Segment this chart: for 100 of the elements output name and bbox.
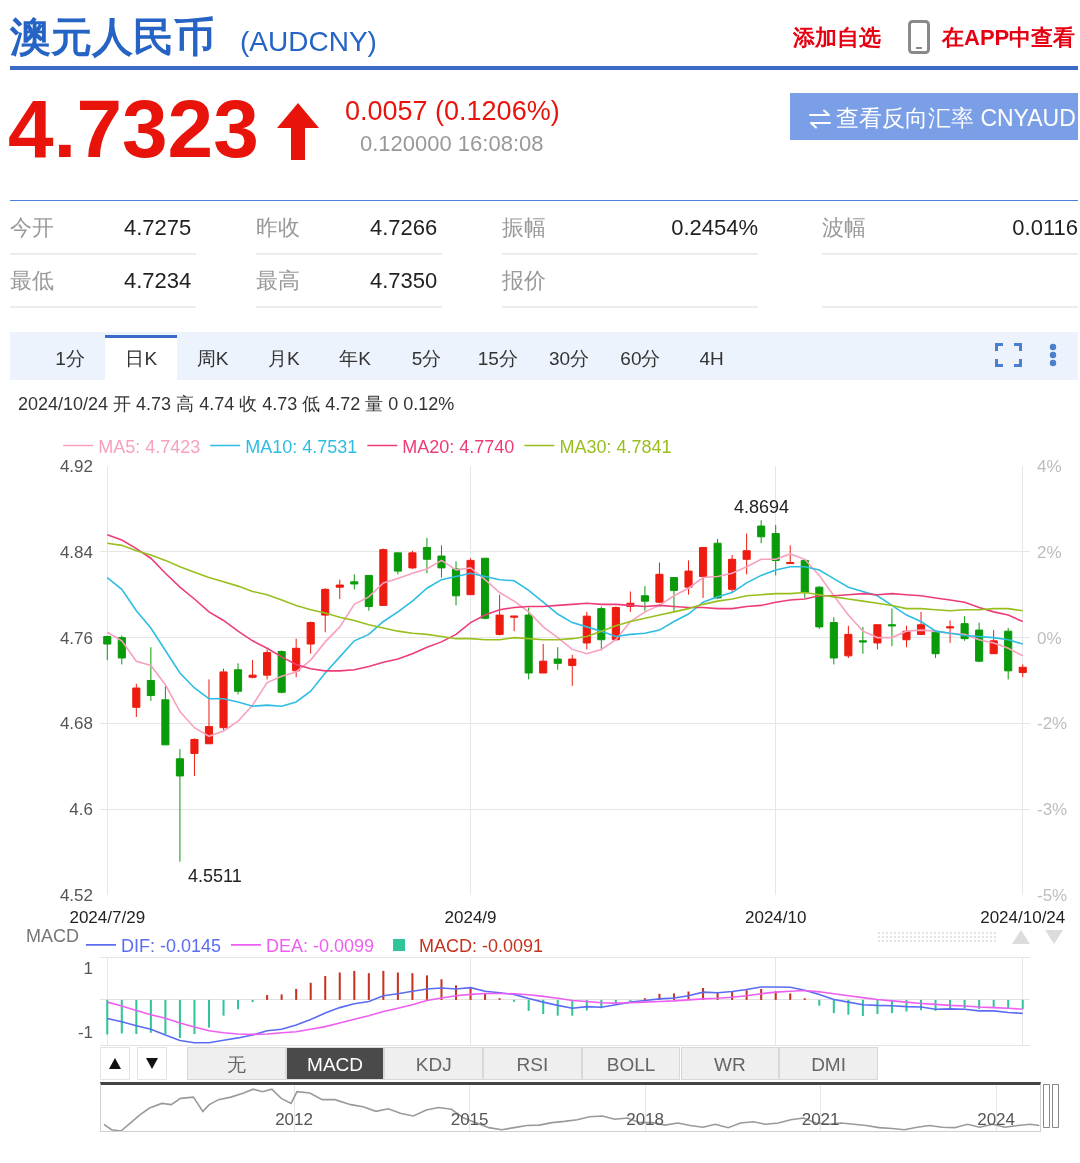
legend-label: MA5: 4.7423 (98, 436, 201, 457)
candlestick (1018, 663, 1027, 678)
legend-label: MACD: -0.0091 (419, 935, 544, 956)
text: 振幅 (502, 215, 546, 240)
candlestick (248, 659, 257, 678)
text: 今开 (10, 215, 54, 240)
candlestick (728, 554, 737, 594)
candlestick (553, 646, 562, 671)
candlestick (887, 608, 897, 647)
candlestick (742, 533, 751, 575)
text: 0.0057 (0.1206%) (345, 95, 560, 126)
text: 0.0116 (1012, 215, 1078, 240)
text: 年K (339, 347, 372, 369)
bar (222, 999, 225, 1016)
bar (411, 973, 414, 1000)
candlestick (640, 585, 649, 612)
candlestick (539, 643, 548, 674)
candlestick (786, 544, 795, 565)
legend-label: DIF: -0.0145 (120, 935, 221, 956)
text: 无 (226, 1053, 246, 1075)
candlestick (379, 548, 388, 606)
candlestick (292, 638, 301, 678)
text: 添加自选 (793, 25, 881, 50)
candlestick (902, 625, 911, 648)
bar (164, 999, 167, 1035)
candlestick (393, 552, 402, 575)
candlestick (321, 587, 330, 633)
line-series (106, 986, 1024, 1044)
bar (382, 970, 385, 1000)
candlestick (669, 577, 679, 613)
candlestick (931, 630, 940, 659)
y2-tick-label: -5% (1037, 885, 1068, 905)
text: 5分 (411, 347, 442, 369)
candlestick (103, 634, 112, 661)
x-tick-label: 2024/9 (444, 908, 497, 927)
text: 查看反向汇率 CNYAUD (836, 104, 1076, 131)
candlestick (713, 538, 722, 600)
annotation: 4.8694 (734, 497, 790, 517)
candlestick (495, 594, 504, 636)
candlestick (597, 606, 606, 651)
text: 15分 (477, 347, 518, 369)
candlestick (466, 557, 475, 596)
candlestick (204, 678, 214, 745)
text: RSI (516, 1053, 549, 1075)
candlestick (757, 519, 766, 544)
text: 0.2454% (671, 215, 758, 240)
text: 30分 (549, 347, 590, 369)
text: MACD (307, 1053, 364, 1075)
candlestick (771, 524, 780, 576)
candlestick (451, 560, 461, 606)
text: 4.7266 (370, 215, 438, 240)
text: 60分 (620, 347, 661, 369)
chart-title: MACD (26, 926, 79, 947)
y-tick-label: 4.84 (59, 542, 93, 562)
candlestick (263, 648, 272, 680)
bar (876, 999, 879, 1015)
candlestick (829, 616, 838, 665)
annotation: 4.5511 (188, 866, 242, 886)
text: WR (714, 1053, 746, 1075)
line-series (106, 533, 1024, 672)
candlestick (219, 668, 228, 731)
bar (353, 970, 356, 1000)
candlestick (233, 662, 243, 695)
text: 日K (125, 347, 158, 369)
candlestick (350, 573, 359, 590)
bar (396, 972, 399, 1000)
candlestick (873, 624, 882, 650)
candlestick (408, 550, 417, 570)
x-tick-label: 2024/10/24 (980, 908, 1066, 927)
y-tick-label: 4.6 (69, 800, 93, 820)
bar (207, 999, 210, 1028)
candlestick (190, 737, 199, 777)
candlestick (510, 615, 519, 632)
bar (1021, 999, 1024, 1009)
candlestick (946, 619, 955, 644)
candlestick (335, 579, 344, 600)
legend-label: DEA: -0.0099 (265, 935, 375, 956)
bar (149, 999, 152, 1033)
x-tick-label: 2012 (275, 1109, 313, 1129)
line-series (106, 989, 1024, 1036)
text: 0.120000 16:08:08 (360, 131, 544, 156)
text: (AUDCNY) (240, 26, 377, 57)
candlestick (698, 547, 708, 599)
bar (367, 973, 370, 1000)
candlestick (524, 607, 533, 680)
text: DMI (811, 1053, 846, 1075)
text: KDJ (415, 1053, 452, 1075)
candlestick (1004, 627, 1013, 680)
candlestick (146, 646, 155, 702)
candlestick (175, 748, 184, 863)
y2-tick-label: -2% (1037, 714, 1068, 734)
x-tick-label: 2024/7/29 (69, 908, 146, 927)
bar (266, 995, 269, 1000)
bar (818, 999, 821, 1006)
text: 4.7275 (124, 215, 192, 240)
y-tick-label: 4.92 (59, 456, 93, 476)
candlestick (684, 559, 693, 596)
candlestick (161, 685, 170, 746)
legend-label: MA10: 4.7531 (245, 436, 358, 457)
bar (237, 999, 240, 1010)
